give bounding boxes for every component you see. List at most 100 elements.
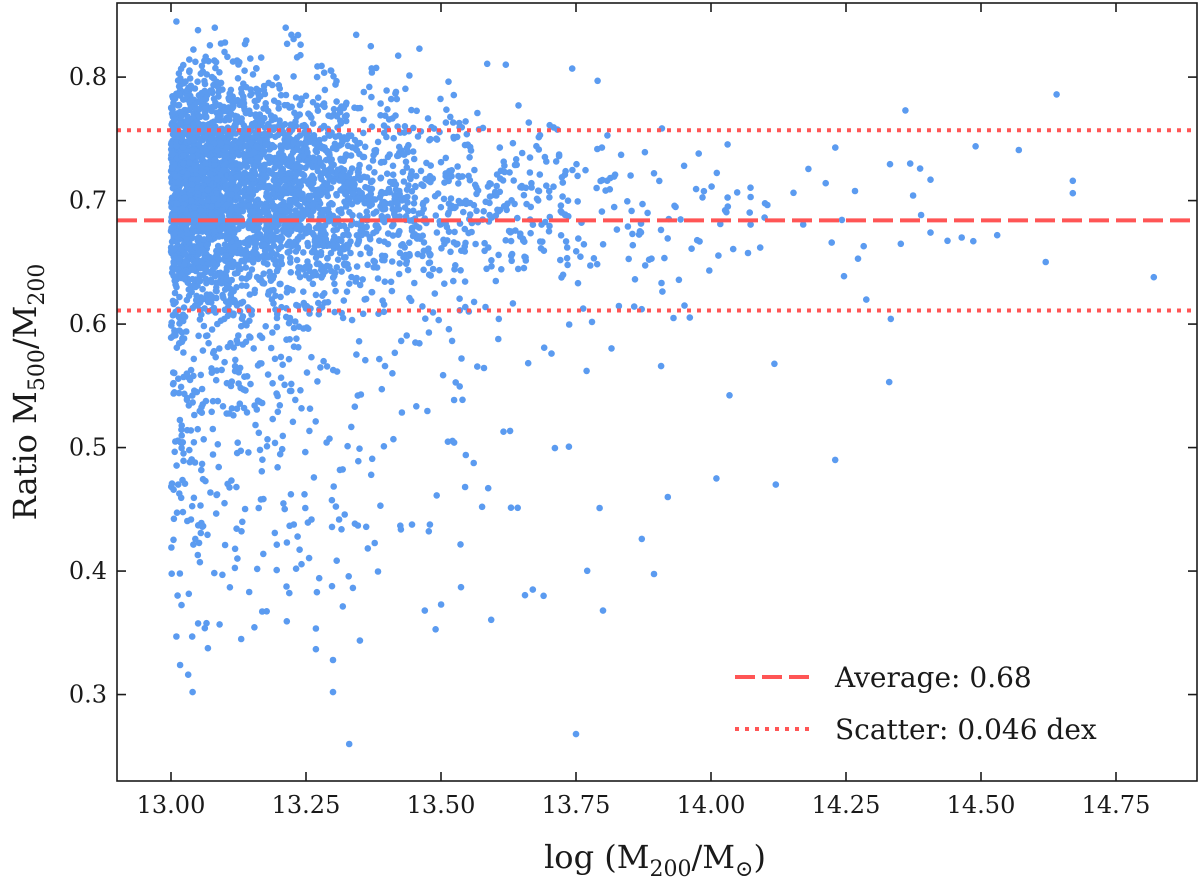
data-point [725, 203, 732, 210]
data-point [886, 379, 893, 386]
data-point [359, 227, 366, 234]
data-point [182, 194, 189, 201]
data-point [341, 105, 348, 112]
data-point [745, 250, 752, 257]
data-point [329, 201, 336, 208]
data-point [227, 133, 234, 140]
data-point [243, 339, 250, 346]
data-point [228, 477, 235, 484]
data-point [562, 171, 569, 178]
data-point [515, 102, 522, 109]
data-point [546, 194, 553, 201]
data-point [180, 62, 187, 69]
data-point [324, 255, 331, 262]
data-point [250, 345, 257, 352]
data-point [313, 254, 320, 261]
data-point [270, 287, 277, 294]
data-point [681, 302, 688, 309]
data-point [337, 250, 344, 257]
data-point [536, 188, 543, 195]
data-point [828, 239, 835, 246]
data-point [355, 458, 362, 465]
data-point [203, 96, 210, 103]
data-point [604, 132, 611, 139]
data-point [279, 155, 286, 162]
data-point [250, 249, 257, 256]
x-tick-label: 13.75 [542, 791, 611, 819]
data-point [210, 426, 217, 433]
data-point [242, 387, 249, 394]
data-point [425, 245, 432, 252]
data-point [401, 195, 408, 202]
data-point [190, 541, 197, 548]
data-point [412, 194, 419, 201]
data-point [169, 151, 176, 158]
data-point [338, 526, 345, 533]
data-point [200, 247, 207, 254]
data-point [208, 203, 215, 210]
data-point [409, 227, 416, 234]
data-point [170, 486, 177, 493]
data-point [389, 258, 396, 265]
data-point [295, 344, 302, 351]
data-point [297, 164, 304, 171]
data-point [246, 185, 253, 192]
data-point [295, 32, 302, 39]
data-point [488, 617, 495, 624]
data-point [416, 45, 423, 52]
data-point [330, 367, 337, 374]
data-point [304, 149, 311, 156]
data-point [219, 572, 226, 579]
data-point [168, 570, 175, 577]
data-point [625, 256, 632, 263]
data-point [296, 141, 303, 148]
data-point [310, 154, 317, 161]
data-point [452, 379, 459, 386]
data-point [178, 432, 185, 439]
data-point [357, 105, 364, 112]
data-point [286, 590, 293, 597]
data-point [238, 636, 245, 643]
data-point [400, 151, 407, 158]
data-point [178, 602, 185, 609]
data-point [276, 122, 283, 129]
data-point [384, 170, 391, 177]
data-point [466, 154, 473, 161]
data-point [324, 363, 331, 370]
data-point [370, 258, 377, 265]
data-point [253, 65, 260, 72]
data-point [392, 112, 399, 119]
data-point [321, 104, 328, 111]
data-point [329, 583, 336, 590]
data-point [970, 238, 977, 245]
data-point [251, 624, 258, 631]
data-point [292, 178, 299, 185]
data-point [713, 475, 720, 482]
data-point [542, 219, 549, 226]
data-point [385, 241, 392, 248]
data-point [701, 188, 708, 195]
data-point [408, 298, 415, 305]
data-point [252, 287, 259, 294]
data-point [275, 236, 282, 243]
data-point [220, 167, 227, 174]
data-point [677, 216, 684, 223]
data-point [535, 197, 542, 204]
data-point [268, 155, 275, 162]
data-point [265, 291, 272, 298]
data-point [204, 71, 211, 78]
data-point [307, 405, 314, 412]
data-point [302, 449, 309, 456]
data-point [258, 54, 265, 61]
data-point [295, 236, 302, 243]
data-point [201, 323, 208, 330]
data-point [232, 546, 239, 553]
data-point [256, 184, 263, 191]
data-point [356, 445, 363, 452]
data-point [317, 159, 324, 166]
data-point [574, 173, 581, 180]
data-point [242, 152, 249, 159]
data-point [260, 551, 267, 558]
y-tick-label: 0.4 [69, 557, 107, 585]
data-point [298, 561, 305, 568]
